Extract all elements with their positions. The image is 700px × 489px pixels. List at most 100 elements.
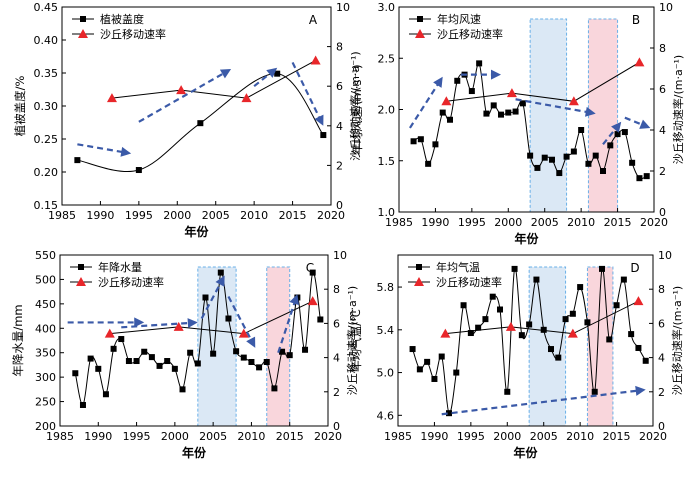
primary-series-point	[600, 168, 606, 174]
dune-rate-point	[634, 57, 645, 67]
primary-series-point	[606, 336, 613, 343]
primary-series-point	[240, 354, 247, 361]
y2-axis-label: 沙丘移动速率/(m·a⁻¹)	[345, 286, 359, 395]
x-tick-label: 2020	[317, 209, 345, 222]
primary-series-point	[424, 358, 431, 365]
trend-arrow	[121, 321, 190, 329]
y2-tick-label: 8	[659, 42, 666, 55]
primary-series-point	[263, 358, 270, 365]
primary-series-point	[489, 293, 496, 300]
trend-arrow-head	[584, 106, 596, 117]
primary-series-point	[210, 350, 217, 357]
primary-series-point	[248, 358, 255, 365]
dune-rate-point	[441, 96, 452, 106]
y2-tick-label: 2	[336, 159, 343, 172]
x-tick-label: 2000	[163, 209, 191, 222]
primary-series-point	[417, 136, 424, 143]
primary-series-point	[504, 388, 511, 395]
primary-series-point	[320, 132, 327, 139]
primary-series-point	[483, 110, 490, 117]
primary-series-point	[256, 364, 263, 371]
y2-tick-label: 10	[658, 249, 672, 262]
x-tick-label: 2000	[493, 430, 521, 443]
primary-series-point	[599, 265, 605, 272]
x-tick-label: 2005	[199, 430, 227, 443]
shaded-period-1	[528, 266, 567, 427]
y-tick-label: 0.15	[34, 199, 59, 212]
legend-marker-primary	[417, 16, 423, 22]
x-tick-label: 1990	[84, 430, 112, 443]
x-axis-label: 年份	[513, 445, 538, 460]
dune-rate-point	[173, 321, 184, 331]
primary-series-point	[584, 319, 591, 326]
y-axis-label: 年降水量/mm	[11, 304, 25, 376]
y-tick-label: 300	[35, 371, 56, 384]
legend-marker-dune-rate	[414, 277, 424, 286]
primary-series-point	[202, 294, 209, 301]
dune-rate-point	[506, 88, 517, 98]
dune-rate-point	[505, 321, 516, 331]
y2-tick-label: 4	[333, 352, 340, 365]
primary-series-line	[74, 271, 321, 406]
primary-series-point	[534, 164, 541, 171]
primary-series-point	[217, 269, 224, 276]
y2-tick-label: 2	[658, 386, 665, 399]
primary-series-point	[118, 336, 125, 343]
primary-series-point	[578, 127, 585, 133]
trend-arrow-head	[187, 318, 198, 329]
y2-tick-label: 0	[658, 420, 665, 433]
y2-tick-label: 0	[336, 199, 343, 212]
trend-arrow	[602, 127, 618, 146]
trend-arrow	[624, 116, 644, 126]
x-tick-label: 1995	[458, 216, 486, 229]
y2-tick-label: 8	[658, 283, 665, 296]
trend-arrow-head	[314, 114, 324, 126]
trend-arrow	[200, 282, 222, 320]
trend-arrow-head	[639, 119, 651, 129]
legend-label-primary: 植被盖度	[100, 12, 144, 26]
y2-tick-label: 0	[659, 206, 666, 219]
x-tick-label: 2015	[276, 430, 304, 443]
primary-series-point	[607, 142, 614, 149]
primary-series-point	[125, 358, 132, 365]
legend-label-primary: 年均风速	[437, 12, 481, 26]
primary-series-point	[613, 302, 620, 309]
primary-series-point	[614, 131, 621, 138]
x-tick-label: 1985	[385, 216, 413, 229]
x-tick-label: 2010	[237, 430, 265, 443]
primary-series-point	[512, 108, 519, 115]
plot-frame	[397, 254, 654, 427]
primary-series-point	[562, 316, 569, 323]
dune-rate-point	[310, 55, 321, 65]
trend-arrow-head	[215, 275, 225, 287]
y2-tick-label: 4	[659, 124, 666, 137]
dune-rate-point	[241, 93, 252, 103]
x-tick-label: 1990	[420, 430, 448, 443]
dune-rate-line	[445, 300, 639, 335]
y-tick-label: 5.4	[377, 324, 395, 337]
y-tick-label: 2.0	[378, 104, 396, 117]
legend-label-dune-rate: 沙丘移动速率	[437, 27, 503, 41]
shaded-period-1	[197, 266, 237, 427]
y-tick-label: 0.25	[34, 133, 59, 146]
trend-arrow-head	[219, 69, 232, 79]
panel-letter: B	[632, 13, 640, 27]
primary-series-point	[87, 355, 94, 362]
primary-series-point	[620, 276, 627, 283]
primary-series-point	[592, 152, 599, 159]
y-tick-label: 350	[35, 347, 56, 360]
trend-arrow-head	[246, 336, 256, 348]
primary-series-point	[569, 310, 576, 317]
chart-panel-a: 1985 1990 1995 2000 2005 2010 2015 2020年份0.150.…	[13, 1, 362, 239]
trend-arrow	[441, 389, 638, 416]
x-tick-label: 2015	[279, 209, 307, 222]
primary-series-point	[197, 120, 204, 127]
x-tick-label: 2015	[604, 216, 632, 229]
legend-label-primary: 年降水量	[98, 260, 142, 274]
dune-rate-point	[568, 96, 579, 106]
primary-series-point	[286, 352, 293, 359]
primary-series-point	[410, 138, 417, 145]
y-tick-label: 0.40	[34, 34, 59, 47]
primary-series-point	[460, 302, 467, 309]
